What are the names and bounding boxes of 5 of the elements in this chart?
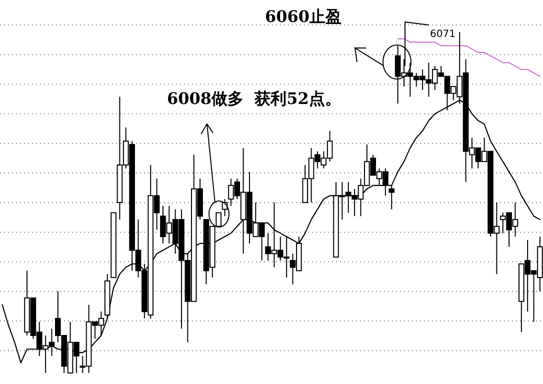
- annotation: 6008做多 获利52点。: [167, 89, 341, 108]
- candlestick: [216, 212, 222, 227]
- candlestick: [388, 184, 395, 210]
- text: 6060止盈: [265, 7, 342, 26]
- annotation: 6071: [430, 29, 456, 40]
